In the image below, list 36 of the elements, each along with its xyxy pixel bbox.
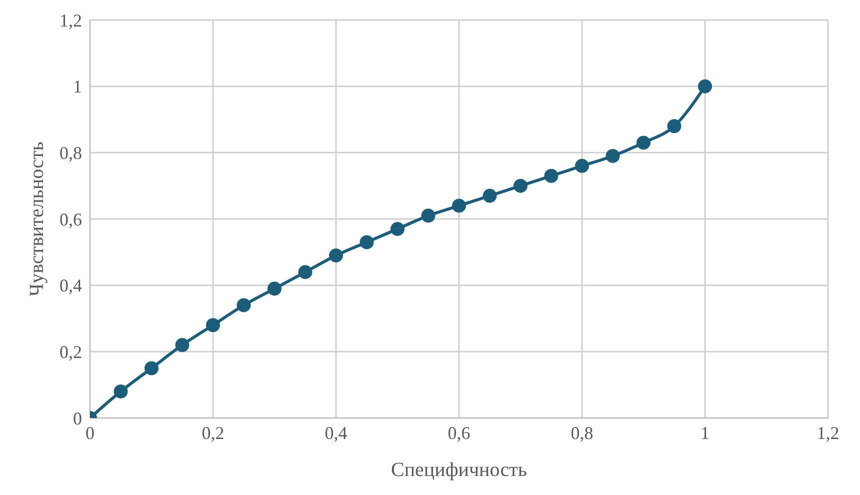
y-tick-label: 1 [73, 76, 82, 97]
y-tick-label: 1,2 [60, 10, 82, 30]
y-tick-label: 0,8 [60, 143, 82, 164]
point [575, 158, 589, 173]
point [329, 248, 343, 262]
x-tick-label: 0,6 [448, 422, 470, 443]
point [236, 298, 251, 312]
point [452, 198, 466, 213]
point [698, 79, 712, 94]
y-tick-label: 0,6 [60, 209, 82, 230]
point [144, 361, 158, 376]
point [606, 148, 620, 163]
point [421, 208, 436, 223]
point [636, 136, 650, 150]
point [667, 119, 682, 134]
x-tick-label: 0,8 [570, 422, 594, 443]
x-tick-label: 1,2 [816, 422, 840, 443]
point [360, 235, 374, 250]
point [268, 282, 282, 296]
point [206, 318, 220, 332]
y-tick-label: 0,2 [60, 342, 82, 362]
y-tick-label: 0,4 [60, 276, 82, 296]
point [514, 178, 528, 193]
point [482, 188, 497, 203]
x-tick-label: 0,2 [202, 422, 224, 443]
point [390, 222, 404, 236]
point [175, 338, 190, 352]
y-axis-title: Чувствительность [26, 142, 48, 296]
x-tick-label: 0 [86, 422, 94, 443]
point [298, 265, 312, 280]
x-axis-title: Специфичность [391, 459, 527, 481]
point [544, 168, 558, 183]
x-tick-label: 1 [700, 422, 710, 443]
x-tick-label: 0,4 [324, 422, 348, 443]
point [114, 384, 128, 398]
y-tick-label: 0 [73, 408, 82, 428]
